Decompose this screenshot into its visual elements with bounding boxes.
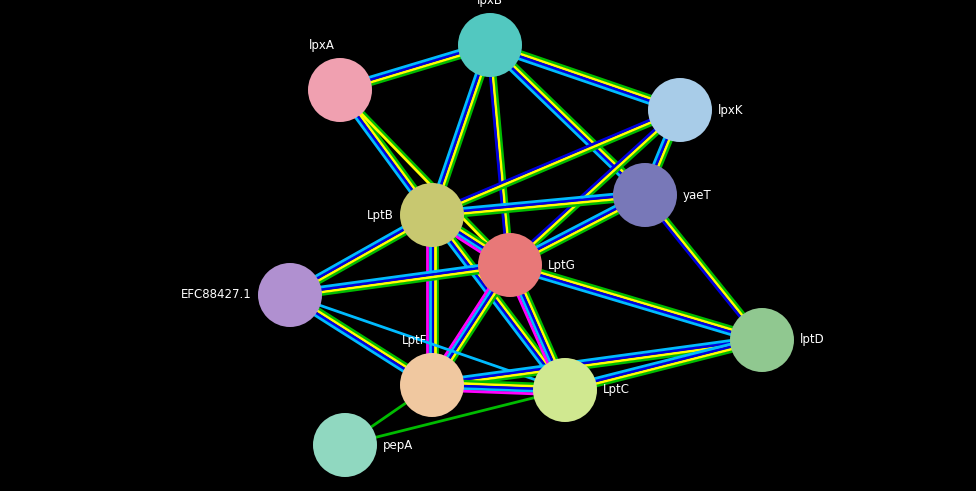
Circle shape — [613, 163, 677, 227]
Text: LptB: LptB — [367, 209, 394, 221]
Text: pepA: pepA — [383, 438, 413, 452]
Circle shape — [313, 413, 377, 477]
Circle shape — [730, 308, 794, 372]
Circle shape — [258, 263, 322, 327]
Text: LptG: LptG — [548, 258, 576, 272]
Text: lpxA: lpxA — [309, 39, 335, 52]
Text: lptD: lptD — [800, 333, 825, 347]
Text: yaeT: yaeT — [683, 189, 712, 201]
Text: LptC: LptC — [603, 383, 630, 397]
Circle shape — [478, 233, 542, 297]
Circle shape — [400, 353, 464, 417]
Text: EFC88427.1: EFC88427.1 — [182, 289, 252, 301]
Circle shape — [648, 78, 712, 142]
Circle shape — [533, 358, 597, 422]
Text: lpxB: lpxB — [477, 0, 503, 7]
Circle shape — [308, 58, 372, 122]
Text: LptF: LptF — [402, 334, 427, 347]
Circle shape — [400, 183, 464, 247]
Circle shape — [458, 13, 522, 77]
Text: lpxK: lpxK — [718, 104, 744, 116]
